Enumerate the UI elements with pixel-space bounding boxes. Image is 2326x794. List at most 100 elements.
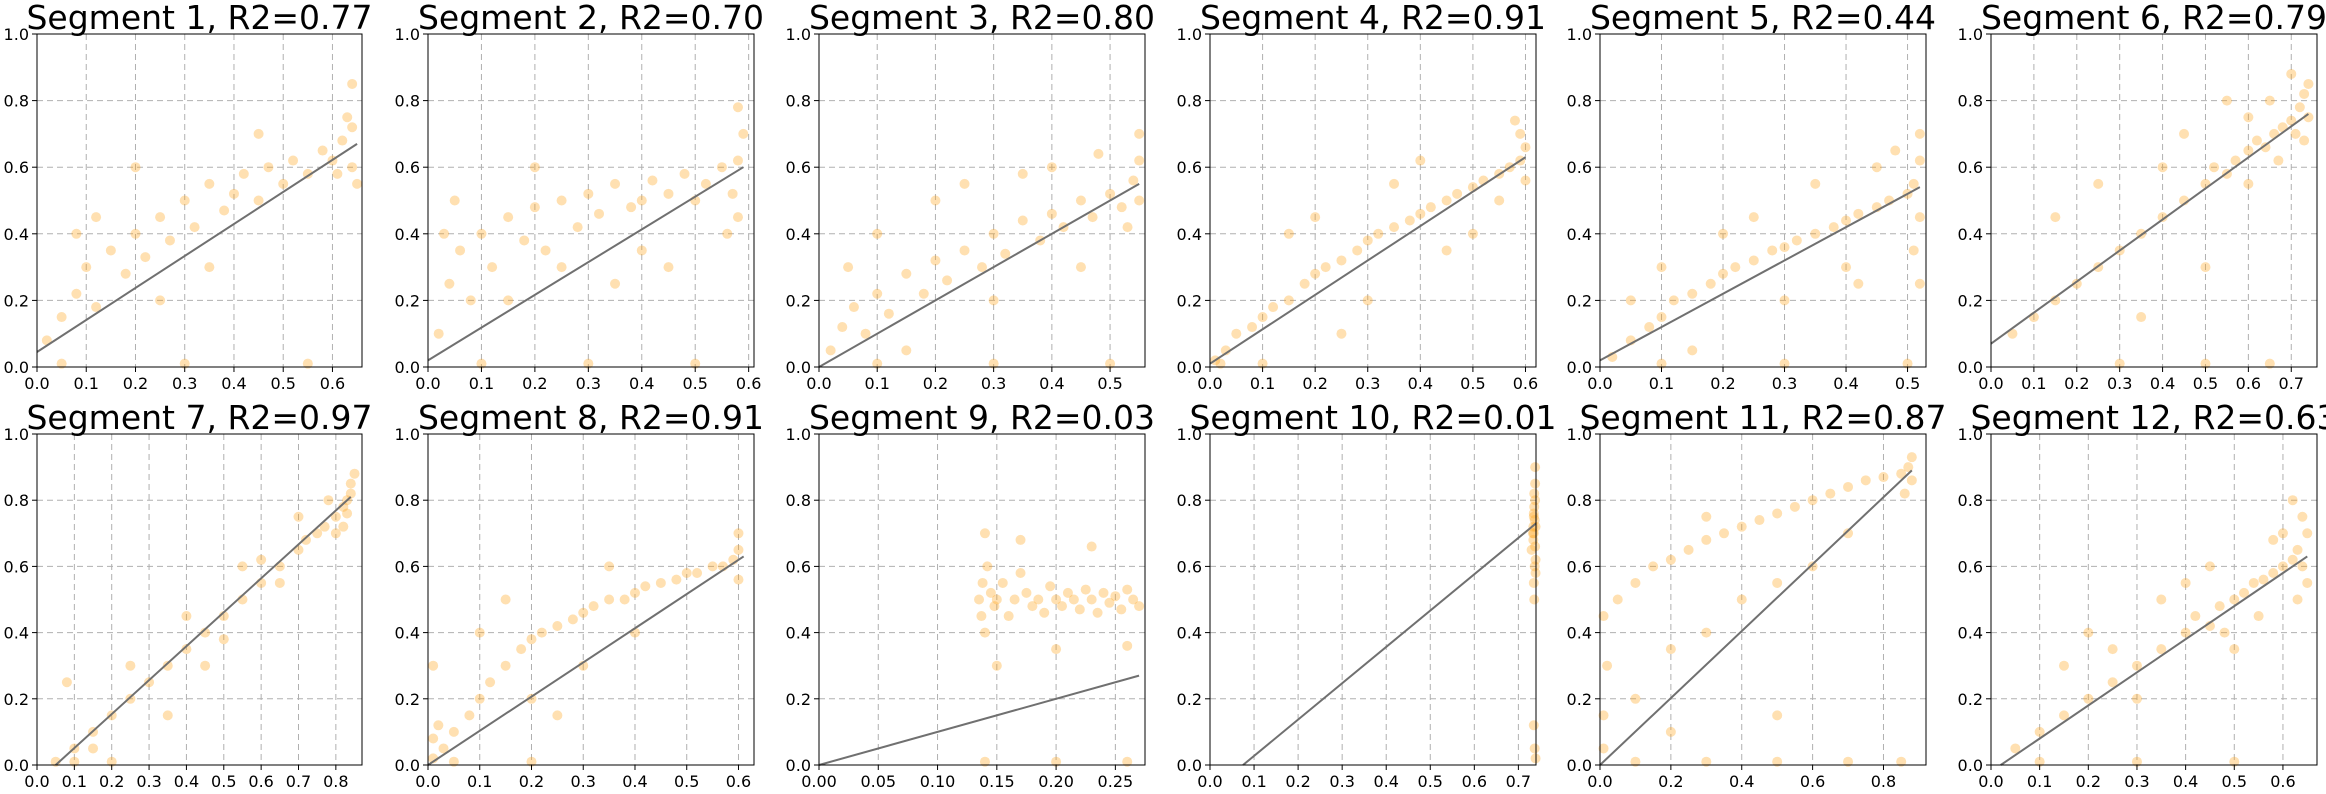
segment-10-scatter-point <box>1527 528 1538 539</box>
segment-12-title: Segment 12, R2=0.63 <box>1970 398 2326 437</box>
segment-8-scatter-point <box>526 756 537 767</box>
segment-8-scatter-point <box>578 607 589 618</box>
segment-2-scatter-point <box>716 162 727 173</box>
segment-5-x-tick-label: 0.2 <box>1710 374 1735 393</box>
segment-11-scatter-point <box>1701 534 1712 545</box>
segment-3-scatter-point <box>883 308 894 319</box>
segment-1-scatter-point <box>91 302 102 313</box>
segment-1-scatter-point <box>91 212 102 223</box>
segment-10-axes-frame <box>1209 433 1537 766</box>
segment-11-scatter-point <box>1598 743 1609 754</box>
segment-7-y-tick-label: 0.6 <box>4 557 29 576</box>
segment-5-x-tick-label: 0.3 <box>1772 374 1797 393</box>
segment-1-scatter-point <box>288 155 299 166</box>
segment-11-scatter-point <box>1807 495 1818 506</box>
segment-8-title: Segment 8, R2=0.91 <box>418 398 764 437</box>
segment-7-y-tick-label: 0.4 <box>4 624 29 643</box>
segment-11-y-tick-label: 0.8 <box>1567 491 1592 510</box>
segment-6-scatter-point <box>2299 135 2310 146</box>
segment-5-scatter-point <box>1748 255 1759 266</box>
segment-2-axes-frame <box>427 33 755 368</box>
segment-7-x-tick-label: 0.6 <box>248 772 273 791</box>
segment-2-x-tick-label: 0.4 <box>629 374 654 393</box>
segment-5-scatter-point <box>1791 235 1802 246</box>
segment-1-scatter-point <box>204 262 215 273</box>
segment-4-x-tick-label: 0.5 <box>1460 374 1485 393</box>
segment-2-scatter-point <box>476 228 487 239</box>
segment-6-scatter-point <box>2273 155 2284 166</box>
segment-1-scatter-point <box>302 358 313 369</box>
segment-6-x-tick-label: 0.7 <box>2279 374 2304 393</box>
segment-2-x-tick-label: 0.1 <box>469 374 494 393</box>
segment-11-axes-frame <box>1599 433 1927 766</box>
segment-4-scatter-point <box>1373 228 1384 239</box>
segment-12-fit-line <box>2000 555 2308 766</box>
segment-3-x-tick-label: 0.2 <box>923 374 948 393</box>
segment-8-scatter-point <box>733 528 744 539</box>
segment-10-scatter-point <box>1530 462 1541 473</box>
segment-6-y-tick-label: 0.0 <box>1958 358 1983 377</box>
segment-3-scatter-point <box>1000 248 1011 259</box>
segment-10-x-tick-label: 0.4 <box>1373 772 1398 791</box>
segment-8-scatter-point <box>671 574 682 585</box>
segment-7-scatter-point <box>274 577 285 588</box>
segment-9-scatter-point <box>1027 601 1038 612</box>
segment-6-scatter-point <box>2260 142 2271 153</box>
segment-8-scatter-point <box>604 561 615 572</box>
segment-2-scatter-point <box>636 245 647 256</box>
segment-2-scatter-point <box>583 188 594 199</box>
segment-12-scatter-point <box>2180 627 2191 638</box>
segment-12-scatter-point <box>2297 561 2308 572</box>
segment-7-scatter-point <box>349 468 360 479</box>
segment-11-scatter-point <box>1772 756 1783 767</box>
segment-5-scatter-point <box>1902 358 1913 369</box>
segment-7-x-tick-label: 0.7 <box>286 772 311 791</box>
segment-4-scatter-point <box>1257 358 1268 369</box>
segment-12-scatter-point <box>2229 756 2240 767</box>
segment-4-x-tick-label: 0.2 <box>1302 374 1327 393</box>
segment-11-scatter-point <box>1899 488 1910 499</box>
segment-12-scatter-point <box>2239 587 2250 598</box>
segment-11-x-tick-label: 0.2 <box>1658 772 1683 791</box>
segment-8-x-tick-label: 0.4 <box>622 772 647 791</box>
segment-8-scatter-point <box>474 693 485 704</box>
segment-7-scatter-point <box>218 634 229 645</box>
segment-12-scatter-point <box>2156 594 2167 605</box>
segment-5-y-tick-label: 0.6 <box>1567 158 1592 177</box>
segment-12-scatter-point <box>2292 594 2303 605</box>
segment-11-scatter-point <box>1860 475 1871 486</box>
segment-1-scatter-point <box>179 195 190 206</box>
segment-11-scatter-point <box>1843 756 1854 767</box>
segment-6-axes-frame <box>1990 33 2318 368</box>
segment-9-scatter-point <box>1116 604 1127 615</box>
segment-5-scatter-point <box>1779 242 1790 253</box>
segment-12-scatter-point <box>2277 528 2288 539</box>
segment-3-scatter-point <box>843 262 854 273</box>
segment-2-scatter-point <box>700 178 711 189</box>
segment-5-scatter-point <box>1914 212 1925 223</box>
segment-9-y-tick-label: 0.2 <box>786 690 811 709</box>
segment-12-x-tick-label: 0.2 <box>2076 772 2101 791</box>
segment-1-scatter-point <box>120 268 131 279</box>
segment-9-scatter-point <box>1134 601 1145 612</box>
segment-9-scatter-point <box>1122 756 1133 767</box>
segment-1-scatter-point <box>71 288 82 299</box>
segment-5-scatter-point <box>1853 208 1864 219</box>
segment-8-y-tick-label: 0.2 <box>395 690 420 709</box>
segment-11-scatter-point <box>1683 544 1694 555</box>
segment-5-scatter-point <box>1810 228 1821 239</box>
segment-4-scatter-point <box>1415 155 1426 166</box>
segment-12-x-tick-label: 0.3 <box>2124 772 2149 791</box>
segment-8-plot: 0.0 0.1 0.2 0.3 0.4 0.5 0.6 0.0 0.2 0.4 0.6 0.8 1.0S… <box>395 398 764 791</box>
segment-12-plot: 0.0 0.1 0.2 0.3 0.4 0.5 0.6 0.0 0.2 0.4 0.6 0.8 1.0S… <box>1958 398 2326 791</box>
segment-4-x-tick-label: 0.0 <box>1197 374 1222 393</box>
segment-11-scatter-point <box>1630 693 1641 704</box>
segment-5-y-tick-label: 0.0 <box>1567 358 1592 377</box>
segment-4-scatter-point <box>1441 195 1452 206</box>
segment-9-scatter-point <box>989 601 1000 612</box>
segment-5-scatter-point <box>1767 245 1778 256</box>
segment-11-fit-line <box>1599 469 1913 766</box>
segment-4-scatter-point <box>1425 202 1436 213</box>
segment-8-x-tick-label: 0.1 <box>467 772 492 791</box>
segment-6-scatter-point <box>2243 178 2254 189</box>
